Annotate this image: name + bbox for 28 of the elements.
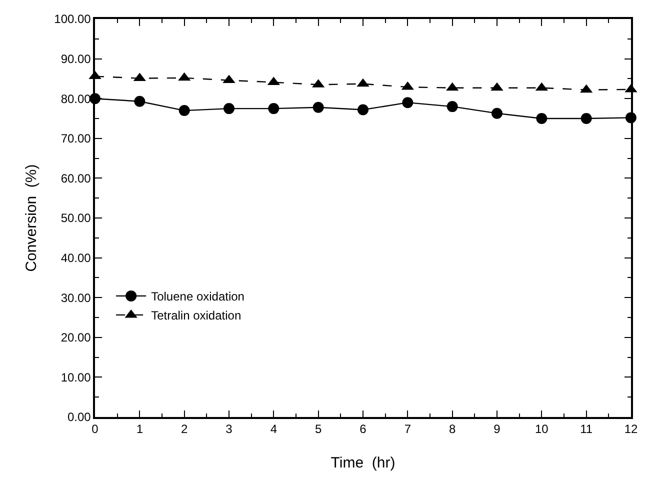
y-tick-label: 50.00 [60,211,92,226]
x-tick-label: 2 [180,422,188,436]
legend-label: Toluene oxidation [151,290,244,304]
y-tick-label: 20.00 [60,330,92,345]
x-tick-label: 9 [494,422,501,436]
x-tick-label: 11 [580,422,593,436]
x-tick-label: 4 [270,422,278,436]
x-axis-title: Time (hr) [330,454,396,472]
y-tick-label: 60.00 [60,171,92,186]
y-tick-label: 70.00 [60,132,92,146]
x-tick-label: 3 [226,422,233,436]
y-tick-label: 10.00 [60,370,92,384]
x-tick-label: 8 [448,422,456,436]
x-tick-label: 0 [92,422,99,436]
x-tick-label: 6 [360,422,367,436]
y-tick-label: 0.00 [67,410,92,424]
x-tick-label: 12 [624,422,638,436]
x-tick-label: 1 [136,422,144,436]
y-axis-title: Conversion (%) [22,164,40,272]
x-tick-label: 7 [404,422,412,436]
y-tick-label: 30.00 [60,290,92,305]
y-tick-label: 40.00 [60,251,92,265]
x-tick-label: 10 [534,422,549,436]
x-tick-label: 5 [314,422,322,436]
y-tick-label: 90.00 [60,52,92,66]
y-tick-label: 80.00 [60,92,92,106]
legend-label: Tetralin oxidation [151,308,242,323]
y-tick-label: 100.00 [54,12,92,26]
